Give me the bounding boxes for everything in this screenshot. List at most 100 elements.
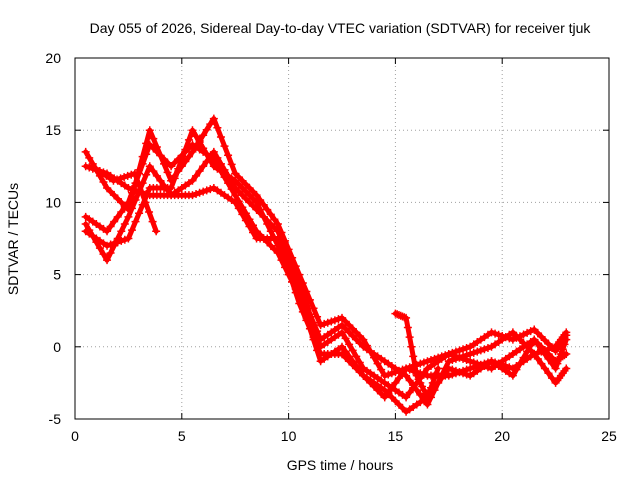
data-point-marker [516,335,524,344]
data-point-marker [249,228,257,237]
data-point-marker [199,144,208,153]
data-point-marker [462,365,471,374]
data-point-marker [341,353,350,362]
data-point-marker [466,364,475,373]
data-point-marker [227,185,236,194]
data-point-marker [124,212,133,221]
data-point-marker [117,208,126,217]
data-point-marker [131,217,140,226]
data-point-marker [127,188,136,197]
data-point-marker [141,198,150,207]
data-point-marker [188,176,197,185]
data-point-marker [209,147,218,156]
data-point-marker [403,323,412,332]
data-point-marker [245,222,254,231]
data-point-marker [391,378,400,387]
data-point-marker [412,371,421,380]
data-point-marker [273,227,282,236]
data-point-marker [302,316,311,325]
data-point-marker [402,393,411,402]
data-point-marker [192,171,201,180]
data-point-marker [195,138,204,147]
data-point-marker [202,125,211,134]
data-point-marker [113,194,122,203]
data-point-marker [313,341,322,350]
data-point-marker [338,328,346,337]
data-point-marker [384,388,393,397]
data-point-marker [85,226,94,235]
data-point-marker [106,248,115,257]
data-point-marker [405,365,414,374]
data-point-marker [120,173,129,182]
data-point-marker [302,301,311,310]
data-point-marker [476,346,485,355]
data-point-marker [405,376,414,385]
data-point-marker [462,351,471,360]
data-point-marker [391,396,400,405]
data-point-marker [202,186,211,195]
data-point-marker [163,168,172,177]
data-point-marker [359,371,368,380]
data-point-marker [553,359,562,368]
data-point-marker [519,339,528,348]
data-point-marker [512,331,521,340]
data-point-marker [345,321,354,330]
data-point-marker [234,173,243,182]
data-point-marker [81,220,90,229]
data-point-marker [348,331,357,340]
data-point-marker [142,150,151,159]
data-point-marker [562,335,571,344]
data-point-marker [537,345,546,354]
data-point-marker [241,187,250,196]
data-point-marker [149,144,158,153]
data-point-marker [85,153,94,162]
data-point-marker [160,181,168,190]
data-point-marker [355,339,364,348]
data-point-marker [414,375,423,384]
data-point-marker [110,241,119,250]
data-point-marker [188,191,197,200]
data-point-marker [491,329,500,338]
data-point-marker [494,330,503,339]
data-point-marker [480,345,489,354]
data-point-marker [352,364,361,373]
data-point-marker [384,370,393,379]
series-group [81,114,571,416]
data-point-marker [170,174,179,183]
data-point-marker [195,167,204,176]
data-point-marker [270,215,279,224]
data-point-marker [466,357,475,366]
data-point-marker [249,194,257,203]
data-point-marker [548,344,557,353]
data-point-marker [103,256,112,265]
data-point-marker [238,191,247,200]
data-point-marker [135,209,144,218]
data-point-marker [113,212,122,221]
data-point-marker [352,352,361,361]
data-point-marker [423,400,432,409]
data-point-marker [455,368,464,377]
data-point-marker [370,382,379,391]
data-point-marker [419,386,428,395]
data-point-marker [352,335,361,344]
data-point-marker [410,362,419,371]
data-point-marker [355,358,364,367]
data-point-marker [476,360,485,369]
data-point-marker [245,198,254,207]
x-tick-label: 25 [601,428,617,444]
data-point-marker [341,317,350,326]
data-point-marker [259,200,268,209]
data-point-marker [405,333,414,342]
data-point-marker [113,234,122,243]
data-point-marker [558,345,567,354]
data-point-marker [345,340,354,349]
data-point-marker [348,346,357,355]
data-point-marker [407,342,416,351]
data-point-marker [366,378,375,387]
data-point-marker [398,369,407,378]
data-point-marker [309,304,318,313]
data-point-marker [377,365,386,374]
data-point-marker [92,238,101,247]
data-point-marker [459,352,468,361]
data-point-marker [231,176,240,185]
